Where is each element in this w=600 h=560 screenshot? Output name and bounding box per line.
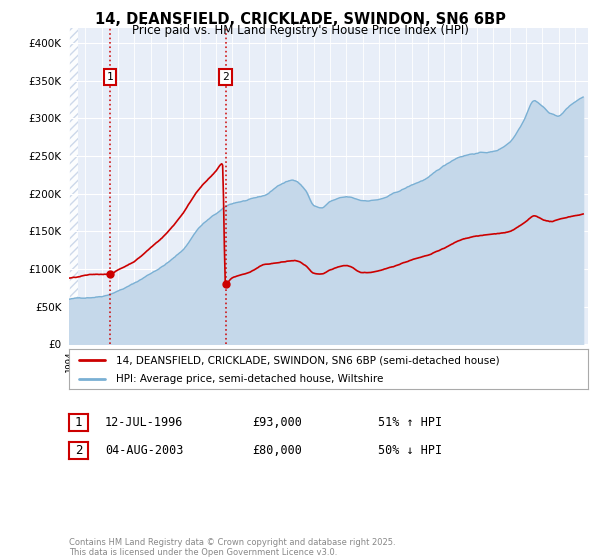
Text: 1: 1 (107, 72, 113, 82)
Text: 50% ↓ HPI: 50% ↓ HPI (378, 444, 442, 457)
Text: £93,000: £93,000 (252, 416, 302, 429)
Text: 14, DEANSFIELD, CRICKLADE, SWINDON, SN6 6BP: 14, DEANSFIELD, CRICKLADE, SWINDON, SN6 … (95, 12, 505, 27)
Text: £80,000: £80,000 (252, 444, 302, 457)
Text: 51% ↑ HPI: 51% ↑ HPI (378, 416, 442, 429)
Text: 04-AUG-2003: 04-AUG-2003 (105, 444, 184, 457)
Text: Price paid vs. HM Land Registry's House Price Index (HPI): Price paid vs. HM Land Registry's House … (131, 24, 469, 37)
Text: HPI: Average price, semi-detached house, Wiltshire: HPI: Average price, semi-detached house,… (116, 374, 383, 384)
Text: Contains HM Land Registry data © Crown copyright and database right 2025.
This d: Contains HM Land Registry data © Crown c… (69, 538, 395, 557)
Text: 2: 2 (222, 72, 229, 82)
Text: 2: 2 (75, 444, 82, 457)
Text: 1: 1 (75, 416, 82, 429)
Text: 12-JUL-1996: 12-JUL-1996 (105, 416, 184, 429)
Text: 14, DEANSFIELD, CRICKLADE, SWINDON, SN6 6BP (semi-detached house): 14, DEANSFIELD, CRICKLADE, SWINDON, SN6 … (116, 355, 499, 365)
